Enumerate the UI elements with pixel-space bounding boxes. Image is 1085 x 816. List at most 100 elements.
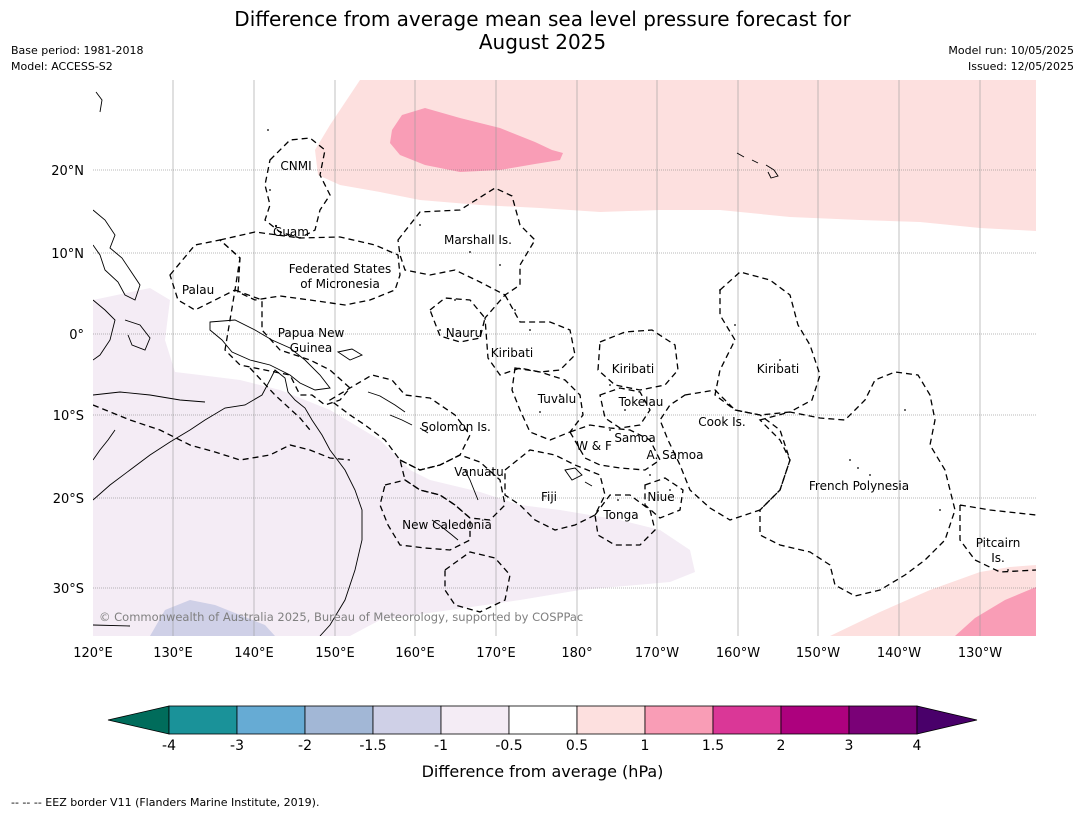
borneo-sulawesi xyxy=(93,299,151,361)
eez-wf-samoa xyxy=(569,424,661,471)
lon-tick: 150°E xyxy=(315,646,355,661)
philippines xyxy=(93,209,141,301)
label-fsm-1: Federated States xyxy=(289,262,391,276)
title-line-1: Difference from average mean sea level p… xyxy=(234,7,851,31)
eez-tokelau xyxy=(599,387,651,429)
label-new-caledonia: New Caledonia xyxy=(402,518,492,532)
eez-png xyxy=(224,289,351,406)
anomaly-negative-light xyxy=(93,288,695,636)
colorbar-under-arrow xyxy=(107,705,170,735)
label-cnmi: CNMI xyxy=(280,159,311,173)
eez-cnmi-guam xyxy=(264,137,331,239)
meta-right: Model run: 10/05/2025 Issued: 12/05/2025 xyxy=(948,43,1074,75)
eez-french-polynesia xyxy=(758,371,956,597)
colorbar-swatch xyxy=(848,705,918,735)
label-niue: Niue xyxy=(647,490,674,504)
eez-tonga xyxy=(594,494,656,546)
label-asamoa: A. Samoa xyxy=(647,448,704,462)
colorbar-tick-label: 0.5 xyxy=(566,738,588,754)
eez-solomon xyxy=(328,374,471,471)
label-tokelau: Tokelau xyxy=(618,395,664,409)
eez-nauru xyxy=(429,297,486,343)
label-guam: Guam xyxy=(273,225,309,239)
lon-tick: 140°E xyxy=(234,646,274,661)
eez-fsm xyxy=(218,231,401,306)
issued-date: Issued: 12/05/2025 xyxy=(967,60,1074,73)
label-wf: W & F xyxy=(576,439,612,453)
anomaly-positive-north xyxy=(315,80,1036,231)
lon-tick-labels: 120°E 130°E 140°E 150°E 160°E 170°E 180°… xyxy=(73,646,1002,661)
label-kiribati-2: Kiribati xyxy=(612,362,654,376)
colorbar: -4 -3 -2 -1.5 -1 -0.5 0.5 1 1.5 2 3 4 xyxy=(107,705,978,754)
label-tuvalu: Tuvalu xyxy=(537,392,577,406)
lat-tick: 30°S xyxy=(53,582,84,597)
graticule xyxy=(172,80,981,636)
lon-tick: 160°E xyxy=(395,646,435,661)
taiwan xyxy=(95,91,103,113)
label-nauru: Nauru xyxy=(446,326,482,340)
base-period: Base period: 1981-2018 xyxy=(11,44,144,57)
label-tonga: Tonga xyxy=(602,508,638,522)
colorbar-swatch xyxy=(372,705,442,735)
lon-tick: 120°E xyxy=(73,646,113,661)
colorbar-tick-label: 1.5 xyxy=(702,738,724,754)
label-png-1: Papua New xyxy=(278,326,345,340)
anomaly-positive-north-core xyxy=(390,108,563,172)
colorbar-swatch xyxy=(236,705,306,735)
lon-tick: 180° xyxy=(561,646,592,661)
lon-tick: 160°W xyxy=(716,646,760,661)
colorbar-swatch xyxy=(440,705,510,735)
colorbar-swatch xyxy=(304,705,374,735)
lat-tick: 20°N xyxy=(51,164,84,179)
island-dots xyxy=(267,129,1009,571)
eez-footnote: -- -- -- EEZ border V11 (Flanders Marine… xyxy=(11,796,320,809)
new-britain xyxy=(336,348,363,361)
lat-tick: 20°S xyxy=(53,492,84,507)
label-vanuatu: Vanuatu xyxy=(454,465,504,479)
title-line-2: August 2025 xyxy=(478,30,607,54)
colorbar-swatch xyxy=(168,705,238,735)
colorbar-tick-label: 4 xyxy=(913,738,922,754)
map-title: Difference from average mean sea level p… xyxy=(0,8,1085,54)
eez-kiribati-gilberts xyxy=(484,293,576,376)
label-png-2: Guinea xyxy=(290,341,333,355)
lon-tick: 170°E xyxy=(476,646,516,661)
colorbar-swatch xyxy=(576,705,646,735)
solomon-islands xyxy=(367,391,429,434)
lon-tick: 140°W xyxy=(877,646,921,661)
model-run: Model run: 10/05/2025 xyxy=(948,44,1074,57)
label-french-polynesia: French Polynesia xyxy=(809,479,909,493)
meta-left: Base period: 1981-2018 Model: ACCESS-S2 xyxy=(11,43,143,75)
label-kiribati-3: Kiribati xyxy=(757,362,799,376)
eez-cook xyxy=(659,389,791,521)
lon-tick: 150°W xyxy=(796,646,840,661)
colorbar-swatch xyxy=(780,705,850,735)
colorbar-tick-label: -4 xyxy=(162,738,176,754)
colorbar-tick-label: -2 xyxy=(298,738,312,754)
colorbar-tick-label: 3 xyxy=(845,738,854,754)
lat-tick-labels: 20°N 10°N 0° 10°S 20°S 30°S xyxy=(51,164,84,597)
map-area: CNMI Guam Marshall Is. Palau Federated S… xyxy=(93,80,1036,636)
anomaly-negative-medium xyxy=(150,600,275,636)
eez-borders xyxy=(93,137,1036,613)
lat-tick: 0° xyxy=(69,328,84,343)
eez-png-south xyxy=(249,367,311,431)
label-cook: Cook Is. xyxy=(698,415,745,429)
new-caledonia xyxy=(431,519,459,541)
copyright-notice: © Commonwealth of Australia 2025, Bureau… xyxy=(99,610,583,624)
label-pitcairn-1: Pitcairn xyxy=(976,536,1021,550)
eez-new-caledonia xyxy=(379,479,471,551)
label-fiji: Fiji xyxy=(541,490,557,504)
colorbar-over-arrow xyxy=(916,705,978,735)
label-kiribati-1: Kiribati xyxy=(491,346,533,360)
colorbar-tick-label: -0.5 xyxy=(495,738,522,754)
tasmania-nz xyxy=(93,624,131,627)
indonesia-east xyxy=(93,391,206,403)
colorbar-label: Difference from average (hPa) xyxy=(421,762,664,781)
australia-coast-west xyxy=(93,429,116,461)
label-palau: Palau xyxy=(182,283,214,297)
colorbar-tick-label: -3 xyxy=(230,738,244,754)
eez-niue xyxy=(644,477,684,519)
new-guinea-coast xyxy=(209,319,331,391)
